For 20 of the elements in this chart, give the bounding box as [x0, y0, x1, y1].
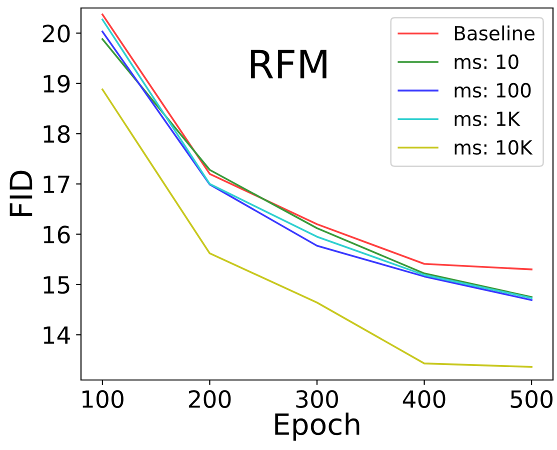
text: RFM — [251, 50, 326, 78]
legend-label: ms: 10K — [454, 140, 533, 155]
y-tick-label: 14 — [44, 326, 70, 344]
y-tick-label: 17 — [44, 176, 70, 193]
legend-label: ms: 10 — [454, 54, 518, 70]
x-tick-label: 200 — [188, 390, 231, 408]
legend-label: ms: 1K — [454, 112, 520, 126]
y-axis-title: FID — [10, 170, 32, 216]
y-tick-label: 18 — [44, 125, 70, 143]
legend-label: Baseline — [454, 26, 534, 41]
legend-label: ms: 100 — [454, 82, 531, 98]
y-tick-label: 15 — [44, 276, 70, 294]
x-axis-title: Epoch — [275, 412, 360, 441]
x-tick-label: 100 — [82, 390, 124, 408]
y-tick-label: 19 — [44, 74, 70, 93]
y-tick-label: 16 — [44, 226, 70, 244]
x-tick-label: 500 — [510, 390, 553, 408]
y-tick-label: 20 — [42, 24, 70, 42]
x-tick-label: 300 — [296, 390, 338, 408]
x-tick-label: 400 — [402, 390, 446, 408]
